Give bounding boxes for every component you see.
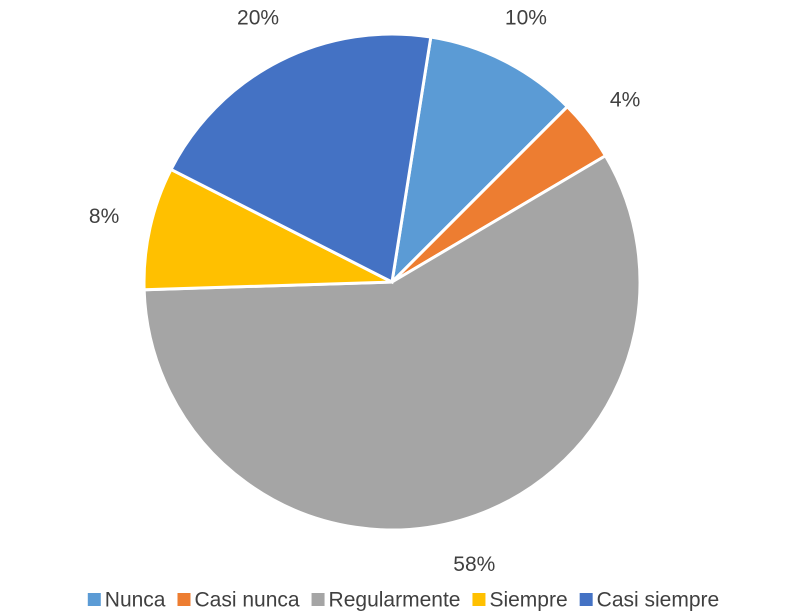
legend-label: Siempre xyxy=(489,589,567,612)
legend-label: Casi nunca xyxy=(194,589,299,612)
legend-swatch xyxy=(177,593,191,606)
legend-swatch xyxy=(87,593,101,606)
legend-swatch xyxy=(311,593,325,606)
data-label: 8% xyxy=(89,205,119,228)
pie-slice xyxy=(142,167,393,292)
legend-swatch xyxy=(579,593,593,606)
data-label: 4% xyxy=(610,89,640,112)
legend-label: Nunca xyxy=(105,589,166,612)
data-label: 10% xyxy=(505,7,547,30)
legend-label: Casi siempre xyxy=(597,589,720,612)
pie-slice xyxy=(142,153,642,532)
pie-slice xyxy=(169,32,433,285)
legend-swatch xyxy=(472,593,486,606)
pie-slice xyxy=(389,35,570,287)
data-label: 58% xyxy=(453,553,495,576)
legend-label: Regularmente xyxy=(329,589,461,612)
data-label: 20% xyxy=(237,7,279,30)
